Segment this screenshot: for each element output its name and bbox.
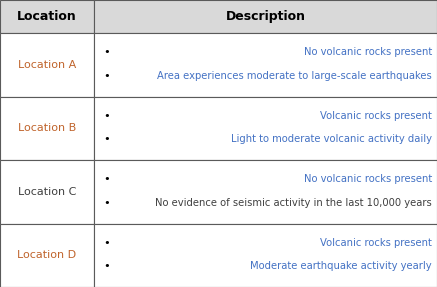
Text: •: •: [103, 238, 110, 248]
Text: Moderate earthquake activity yearly: Moderate earthquake activity yearly: [250, 261, 432, 271]
Bar: [94, 160, 437, 224]
Text: Location B: Location B: [18, 123, 76, 133]
Bar: [0, 96, 94, 160]
Bar: [94, 224, 437, 287]
Text: •: •: [103, 47, 110, 57]
Text: Area experiences moderate to large-scale earthquakes: Area experiences moderate to large-scale…: [157, 71, 432, 81]
Text: No volcanic rocks present: No volcanic rocks present: [304, 174, 432, 184]
Text: Volcanic rocks present: Volcanic rocks present: [320, 238, 432, 248]
Text: •: •: [103, 71, 110, 81]
Text: Description: Description: [225, 10, 305, 23]
Text: Volcanic rocks present: Volcanic rocks present: [320, 110, 432, 121]
Bar: [94, 33, 437, 96]
Text: •: •: [103, 134, 110, 144]
Bar: [94, 96, 437, 160]
Text: Location: Location: [17, 10, 77, 23]
Bar: [0, 33, 94, 96]
Text: •: •: [103, 197, 110, 208]
Text: Location C: Location C: [18, 187, 76, 197]
Text: Location D: Location D: [17, 250, 76, 260]
Text: •: •: [103, 261, 110, 271]
Bar: [94, 0, 437, 33]
Bar: [0, 0, 94, 33]
Text: •: •: [103, 174, 110, 184]
Text: •: •: [103, 110, 110, 121]
Bar: [0, 224, 94, 287]
Text: No evidence of seismic activity in the last 10,000 years: No evidence of seismic activity in the l…: [155, 197, 432, 208]
Text: No volcanic rocks present: No volcanic rocks present: [304, 47, 432, 57]
Text: Location A: Location A: [18, 60, 76, 70]
Bar: [0, 160, 94, 224]
Text: Light to moderate volcanic activity daily: Light to moderate volcanic activity dail…: [231, 134, 432, 144]
